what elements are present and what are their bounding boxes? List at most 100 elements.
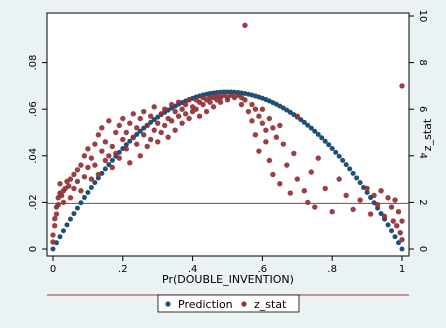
prediction-point (50, 246, 56, 252)
y-left-tick-label: .08 (28, 55, 39, 71)
z-stat-point (385, 195, 391, 201)
y-left-tick-label: .06 (28, 101, 39, 117)
z-stat-point (207, 99, 213, 105)
x-tick-label: .8 (327, 264, 337, 275)
z-stat-point (270, 125, 276, 131)
z-stat-point (50, 232, 56, 238)
prediction-point (308, 125, 314, 131)
z-stat-point (179, 106, 185, 112)
z-stat-point (256, 148, 262, 154)
prediction-point (74, 205, 80, 211)
z-stat-point (165, 134, 171, 140)
z-stat-point (200, 101, 206, 108)
z-stat-point (392, 197, 398, 203)
prediction-point (137, 128, 143, 134)
z-stat-point (224, 97, 231, 103)
prediction-point (357, 180, 363, 186)
prediction-point (64, 222, 70, 228)
z-stat-point (388, 204, 395, 210)
z-stat-point (378, 188, 384, 194)
z-stat-point (134, 141, 140, 147)
z-stat-point (381, 213, 388, 220)
z-stat-point (336, 176, 342, 182)
z-stat-point (168, 101, 175, 108)
z-stat-point (395, 209, 402, 215)
prediction-point (225, 89, 230, 95)
z-stat-point (294, 113, 300, 119)
z-stat-point (270, 171, 276, 178)
z-stat-point (116, 122, 123, 129)
z-stat-point (259, 106, 266, 112)
z-stat-point (92, 141, 98, 147)
z-stat-point (144, 143, 150, 150)
z-stat-point (155, 139, 161, 145)
z-stat-point (95, 171, 102, 178)
prediction-point (85, 189, 91, 195)
prediction-point (315, 131, 321, 137)
prediction-point (347, 166, 353, 172)
z-stat-point (81, 153, 88, 159)
z-stat-point (85, 146, 91, 152)
x-tick-label: 0 (50, 264, 56, 275)
z-stat-point (364, 185, 370, 192)
z-stat-point (106, 118, 112, 124)
z-stat-point (52, 216, 58, 222)
z-stat-point (322, 185, 328, 192)
z-stat-point (329, 209, 335, 215)
z-stat-point (196, 113, 203, 119)
z-stat-point (242, 22, 248, 29)
z-stat-point (399, 83, 405, 89)
prediction-point (378, 211, 384, 217)
z-stat-point (284, 162, 290, 168)
z-stat-point (113, 150, 119, 157)
x-axis-label: Pr(DOUBLE_INVENTION) (162, 273, 294, 286)
z-stat-point (74, 167, 81, 173)
z-stat-point (263, 139, 269, 145)
z-stat-point (52, 223, 58, 229)
prediction-point (78, 200, 84, 206)
z-stat-point (57, 181, 63, 187)
prediction-point (329, 145, 335, 151)
z-stat-point (88, 176, 95, 182)
prediction-point (88, 185, 94, 191)
z-stat-point (280, 141, 287, 147)
z-stat-point (66, 183, 72, 189)
z-stat-point (217, 99, 224, 105)
y-right-tick-label: 4 (417, 153, 428, 159)
x-tick-label: .4 (188, 264, 198, 275)
z-stat-point (141, 132, 147, 138)
z-stat-series (50, 22, 405, 245)
prediction-point (364, 189, 370, 195)
z-stat-point (120, 115, 126, 122)
z-stat-point (266, 157, 273, 164)
prediction-point (92, 180, 98, 186)
prediction-point (319, 135, 325, 141)
z-stat-point (59, 192, 65, 199)
z-stat-point (245, 108, 252, 115)
z-stat-point (399, 218, 405, 224)
prediction-point (102, 166, 108, 172)
z-stat-point (193, 106, 199, 112)
z-stat-point (242, 97, 248, 103)
y-right-tick-label: 0 (417, 246, 428, 252)
z-stat-point (394, 223, 400, 229)
z-stat-point (78, 188, 84, 194)
prediction-point (81, 195, 87, 201)
z-stat-point (151, 127, 157, 133)
prediction-point (106, 162, 112, 168)
z-stat-point (130, 111, 136, 117)
legend-marker-z-stat (241, 301, 247, 307)
z-stat-point (85, 164, 91, 171)
prediction-point (389, 228, 395, 234)
legend-box (157, 294, 300, 313)
z-stat-point (249, 118, 255, 124)
z-stat-point (374, 202, 381, 208)
prediction-point (396, 240, 402, 246)
z-stat-point (137, 153, 143, 159)
y-left-tick-label: .02 (28, 194, 39, 210)
z-stat-point (71, 185, 77, 192)
z-stat-point (357, 197, 363, 203)
z-stat-point (263, 127, 269, 133)
